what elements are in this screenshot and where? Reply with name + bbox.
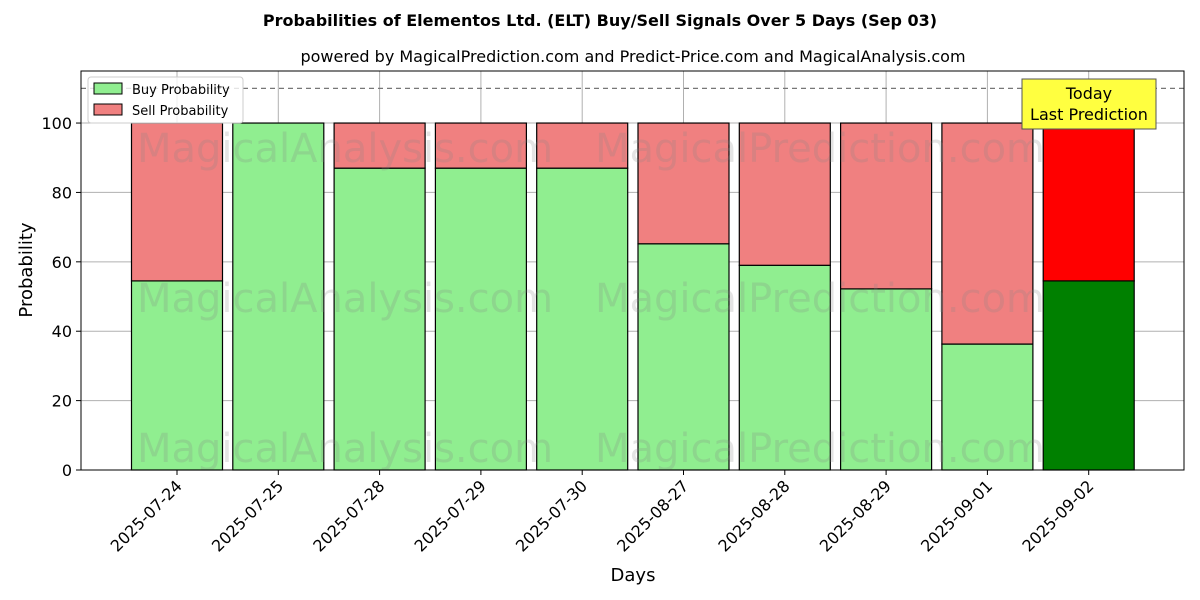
sell-bar — [1042, 122, 1135, 282]
legend-buy-label: Buy Probability — [132, 83, 230, 98]
buy-bar — [1042, 280, 1135, 471]
legend-sell-label: Sell Probability — [132, 104, 229, 119]
x-tick-label: 2025-07-24 — [107, 476, 186, 555]
x-tick-label: 2025-09-02 — [1018, 476, 1097, 555]
y-tick-label: 80 — [52, 183, 72, 202]
today-annotation-line1: Today — [1065, 84, 1112, 103]
buy-bar — [232, 122, 325, 471]
buy-bar — [637, 243, 730, 471]
x-axis: 2025-07-24 2025-07-25 2025-07-28 2025-07-29… — [107, 470, 1098, 556]
buy-bar — [536, 167, 629, 471]
buy-bar — [839, 288, 933, 471]
watermark-text: MagicalPrediction.com — [595, 276, 1045, 322]
buy-bar — [738, 264, 831, 471]
x-tick-label: 2025-07-29 — [411, 476, 490, 555]
watermark-text: MagicalAnalysis.com — [137, 276, 553, 322]
watermark-text: MagicalAnalysis.com — [137, 126, 553, 172]
sell-bar — [839, 122, 933, 290]
x-tick-label: 2025-09-01 — [917, 476, 996, 555]
x-tick-label: 2025-07-28 — [309, 476, 388, 555]
y-tick-label: 60 — [52, 253, 72, 272]
sell-bar — [130, 122, 224, 282]
y-tick-label: 0 — [62, 461, 72, 480]
sell-bar — [738, 122, 831, 266]
legend-sell-swatch — [93, 103, 123, 116]
plot-frame — [80, 70, 1185, 471]
y-axis: 0 20 40 60 80 100 — [41, 114, 81, 480]
legend-buy-swatch — [93, 82, 123, 95]
today-annotation: Today Last Prediction — [1021, 78, 1157, 130]
watermark-text: MagicalPrediction.com — [595, 126, 1045, 172]
sell-bar — [637, 122, 730, 245]
sell-bar — [434, 122, 527, 169]
chart-title: Probabilities of Elementos Ltd. (ELT) Bu… — [263, 11, 937, 30]
watermarks: MagicalAnalysis.com MagicalPrediction.com… — [137, 126, 1045, 472]
watermark-text: MagicalAnalysis.com — [137, 426, 553, 472]
sell-bar — [536, 122, 629, 169]
today-annotation-line2: Last Prediction — [1030, 105, 1148, 124]
x-tick-label: 2025-08-27 — [613, 476, 692, 555]
buy-bar — [333, 167, 426, 471]
watermark-text: MagicalPrediction.com — [595, 426, 1045, 472]
y-tick-label: 40 — [52, 322, 72, 341]
y-tick-label: 100 — [41, 114, 72, 133]
bars — [130, 122, 1135, 471]
y-axis-label: Probability — [16, 222, 37, 317]
x-tick-label: 2025-08-28 — [714, 476, 793, 555]
chart-subtitle: powered by MagicalPrediction.com and Pre… — [300, 47, 965, 66]
y-tick-label: 20 — [52, 392, 72, 411]
x-axis-label: Days — [611, 565, 656, 586]
x-tick-label: 2025-07-25 — [208, 476, 287, 555]
x-tick-label: 2025-07-30 — [512, 476, 591, 555]
buy-bar — [941, 343, 1034, 471]
today-annotation-box — [1021, 78, 1157, 130]
legend-box — [87, 76, 244, 124]
x-tick-label: 2025-08-29 — [816, 476, 895, 555]
sell-bar — [941, 122, 1034, 345]
sell-bar — [333, 122, 426, 169]
legend: Buy Probability Sell Probability — [87, 76, 244, 124]
